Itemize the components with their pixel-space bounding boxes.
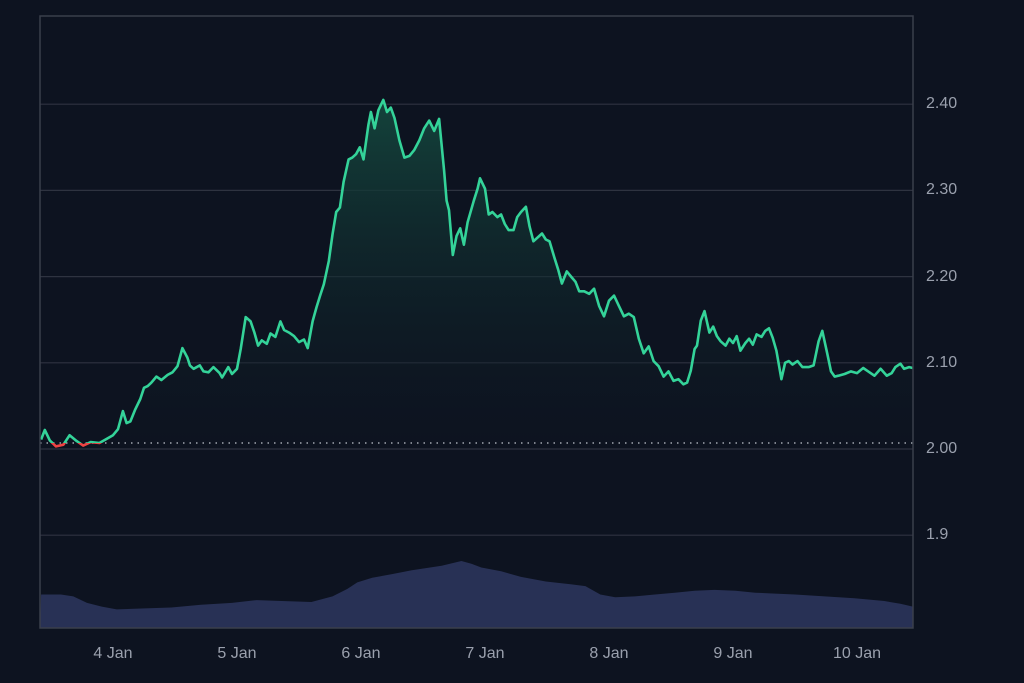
- y-tick-label: 1.9: [926, 526, 949, 544]
- x-tick-label: 10 Jan: [832, 645, 882, 662]
- y-tick-label: 2.30: [926, 181, 958, 199]
- volume-area: [40, 561, 913, 628]
- y-tick-label: 2.20: [926, 267, 958, 285]
- y-tick-label: 2.40: [926, 95, 958, 113]
- x-tick-label: 4 Jan: [93, 645, 133, 662]
- x-tick-label: 7 Jan: [465, 645, 505, 662]
- y-tick-label: 2.10: [926, 353, 958, 371]
- price-line[interactable]: [40, 98, 913, 447]
- plot-border: [39, 15, 914, 629]
- y-tick-label: 2.00: [926, 440, 958, 457]
- x-tick-label: 8 Jan: [589, 645, 629, 662]
- x-tick-label: 5 Jan: [217, 645, 257, 662]
- x-tick-label: 9 Jan: [713, 645, 753, 662]
- price-area-fill: [41, 99, 913, 447]
- x-tick-label: 6 Jan: [341, 645, 381, 662]
